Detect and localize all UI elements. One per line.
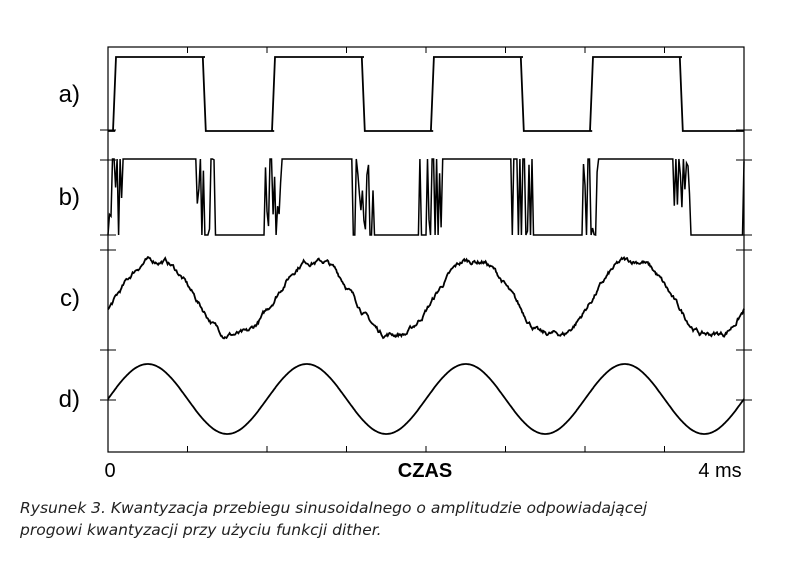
series-line-a: [108, 56, 744, 132]
series-labels: a) b) c) d): [59, 81, 80, 413]
plot-frame: [107, 46, 745, 453]
series-label-c: c): [60, 285, 80, 312]
series-label-b: b): [59, 184, 80, 211]
x-tick-label-start: 0: [104, 460, 115, 482]
x-axis-label: CZAS: [398, 460, 452, 482]
caption-line-1: Rysunek 3. Kwantyzacja przebiegu sinusoi…: [20, 499, 648, 517]
series-line-d: [107, 363, 745, 435]
tick-marks: [100, 47, 752, 452]
series-line-c: [107, 255, 745, 340]
figure-caption: Rysunek 3. Kwantyzacja przebiegu sinusoi…: [20, 497, 770, 541]
series-label-d: d): [59, 386, 80, 413]
series-label-a: a): [59, 81, 80, 108]
chart: a) b) c) d) 0 CZAS 4 ms: [59, 46, 752, 482]
series-line-b: [107, 158, 745, 237]
caption-line-2: progowi kwantyzacji przy użyciu funkcji …: [20, 521, 382, 539]
series-group: [107, 56, 745, 435]
x-tick-label-end: 4 ms: [698, 460, 741, 482]
